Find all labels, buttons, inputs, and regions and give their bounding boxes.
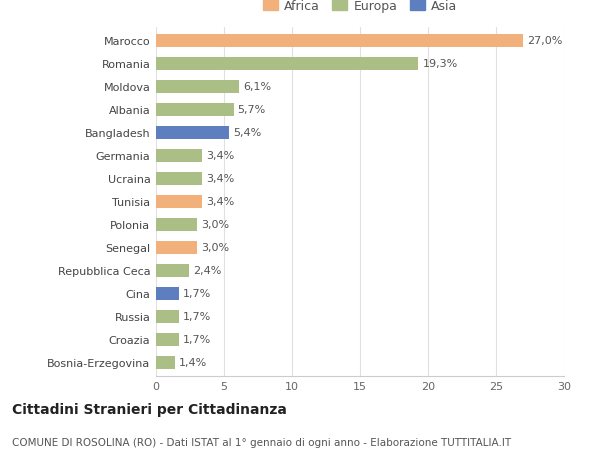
Bar <box>156 241 197 255</box>
Text: 1,7%: 1,7% <box>183 335 211 345</box>
Bar <box>156 126 229 140</box>
Text: 3,0%: 3,0% <box>201 243 229 253</box>
Text: 19,3%: 19,3% <box>422 59 458 69</box>
Bar <box>156 310 179 324</box>
Text: 3,4%: 3,4% <box>206 197 235 207</box>
Text: 27,0%: 27,0% <box>527 36 563 46</box>
Bar <box>156 218 197 232</box>
Text: 3,4%: 3,4% <box>206 174 235 184</box>
Text: 2,4%: 2,4% <box>193 266 221 276</box>
Bar <box>156 172 202 186</box>
Text: 6,1%: 6,1% <box>243 82 271 92</box>
Text: 1,7%: 1,7% <box>183 312 211 322</box>
Text: 1,7%: 1,7% <box>183 289 211 299</box>
Bar <box>156 356 175 369</box>
Text: Cittadini Stranieri per Cittadinanza: Cittadini Stranieri per Cittadinanza <box>12 402 287 416</box>
Bar <box>156 57 418 71</box>
Legend: Africa, Europa, Asia: Africa, Europa, Asia <box>257 0 463 18</box>
Text: 5,7%: 5,7% <box>238 105 266 115</box>
Bar <box>156 195 202 209</box>
Bar <box>156 80 239 94</box>
Bar <box>156 333 179 347</box>
Text: 1,4%: 1,4% <box>179 358 208 368</box>
Bar <box>156 103 233 117</box>
Bar <box>156 264 188 278</box>
Text: 5,4%: 5,4% <box>233 128 262 138</box>
Bar <box>156 149 202 163</box>
Text: 3,0%: 3,0% <box>201 220 229 230</box>
Text: COMUNE DI ROSOLINA (RO) - Dati ISTAT al 1° gennaio di ogni anno - Elaborazione T: COMUNE DI ROSOLINA (RO) - Dati ISTAT al … <box>12 437 511 447</box>
Bar <box>156 34 523 48</box>
Bar <box>156 287 179 301</box>
Text: 3,4%: 3,4% <box>206 151 235 161</box>
